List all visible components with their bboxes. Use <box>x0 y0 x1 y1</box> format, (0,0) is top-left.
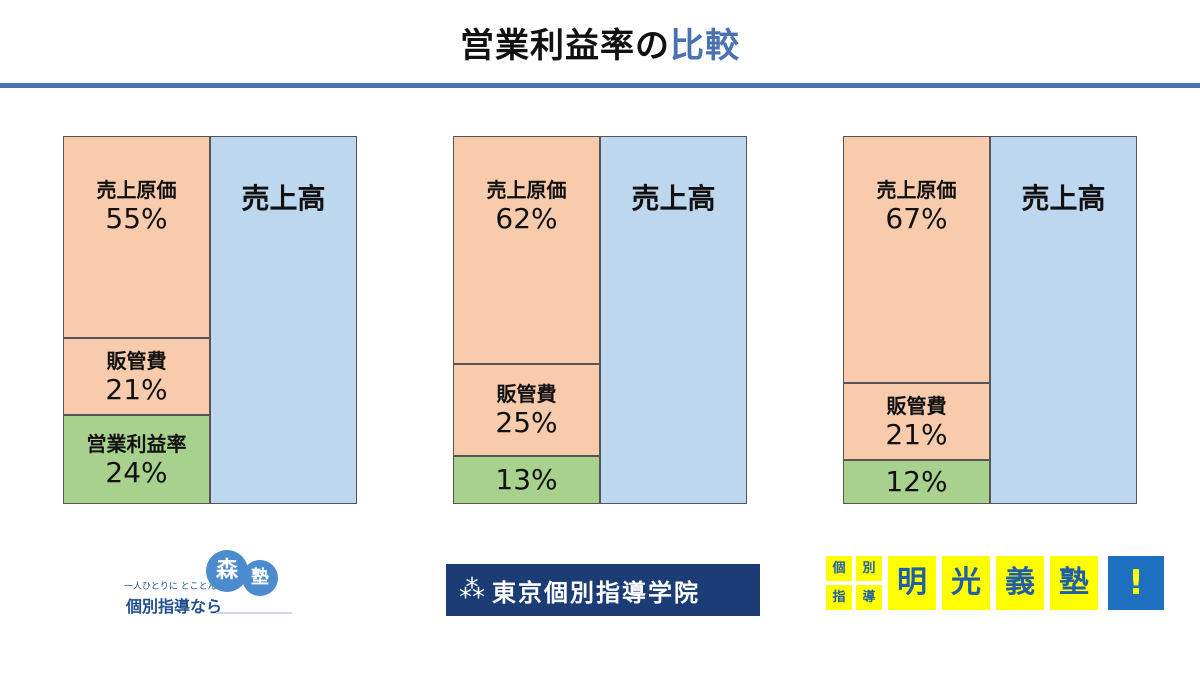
logo-meiko: 個 別 指 導 明 光 義 塾 ! <box>826 556 1166 610</box>
logo-morijuku-mark1: 森 <box>206 550 248 592</box>
segment-label: 売上原価 <box>876 178 957 202</box>
segment-value: 21% <box>105 372 168 406</box>
title-main: 営業利益率の <box>460 26 670 66</box>
segment-profit: 12% <box>843 460 990 504</box>
segment-label: 販管費 <box>886 393 947 418</box>
segment-sga: 販管費 21% <box>843 383 990 460</box>
segment-label: 営業利益率 <box>86 431 187 456</box>
segment-profit: 営業利益率 24% <box>63 415 210 504</box>
segment-value: 55% <box>105 202 168 235</box>
logo-meiko-small-4: 導 <box>856 585 882 610</box>
logo-morijuku-tagline: 一人ひとりに とことん <box>124 582 217 592</box>
segment-value: 12% <box>885 465 948 498</box>
logo-morijuku-line <box>216 612 292 614</box>
segment-value: 25% <box>495 406 558 439</box>
sales-label: 売上高 <box>1021 182 1106 215</box>
chart-tokyo: 売上原価 62% 販管費 25% 13% 売上高 <box>453 136 747 504</box>
logo-meiko-big-2: 光 <box>942 556 990 610</box>
segment-cost: 売上原価 62% <box>453 136 600 364</box>
logo-tokyo-name: 東京個別指導学院 <box>492 578 700 607</box>
segment-cost: 売上原価 55% <box>63 136 210 338</box>
segment-profit: 13% <box>453 456 600 504</box>
segment-value: 62% <box>495 202 558 235</box>
sales-label: 売上高 <box>631 182 716 215</box>
logo-meiko-big-4: 塾 <box>1050 556 1098 610</box>
sales-bar: 売上高 <box>990 136 1137 504</box>
logo-morijuku-name: 個別指導なら <box>126 597 223 616</box>
segment-label: 販管費 <box>106 348 167 373</box>
segment-value: 67% <box>885 202 948 235</box>
chart-morijuku: 売上原価 55% 販管費 21% 営業利益率 24% 売上高 <box>63 136 357 504</box>
segment-sga: 販管費 21% <box>63 338 210 415</box>
segment-value: 21% <box>885 417 948 451</box>
segment-label: 売上原価 <box>486 178 567 202</box>
logo-meiko-small-3: 指 <box>826 585 852 610</box>
page-title: 営業利益率の比較 <box>0 18 1200 67</box>
logo-morijuku: 一人ひとりに とことん 個別指導なら 森 塾 <box>118 548 294 616</box>
logo-meiko-big-3: 義 <box>996 556 1044 610</box>
logo-tokyo: ⁂ 東京個別指導学院 <box>446 564 760 616</box>
chart-meiko: 売上原価 67% 販管費 21% 12% 売上高 <box>843 136 1137 504</box>
segment-cost: 売上原価 67% <box>843 136 990 383</box>
segment-label: 売上原価 <box>96 178 177 202</box>
logo-meiko-small-2: 別 <box>856 556 882 581</box>
logo-meiko-small-1: 個 <box>826 556 852 581</box>
segment-label: 販管費 <box>496 382 557 406</box>
segment-value: 13% <box>495 463 558 496</box>
tri-star-icon: ⁂ <box>459 575 485 605</box>
sales-label: 売上高 <box>241 182 326 215</box>
logo-meiko-small: 個 別 指 導 <box>826 556 882 610</box>
sales-bar: 売上高 <box>210 136 357 504</box>
logo-meiko-bang: ! <box>1108 556 1164 610</box>
segment-value: 24% <box>105 455 168 489</box>
title-underline <box>0 83 1200 88</box>
logo-morijuku-mark2: 塾 <box>242 560 278 596</box>
logo-meiko-big-1: 明 <box>888 556 936 610</box>
sales-bar: 売上高 <box>600 136 747 504</box>
title-accent: 比較 <box>670 26 740 66</box>
segment-sga: 販管費 25% <box>453 364 600 456</box>
